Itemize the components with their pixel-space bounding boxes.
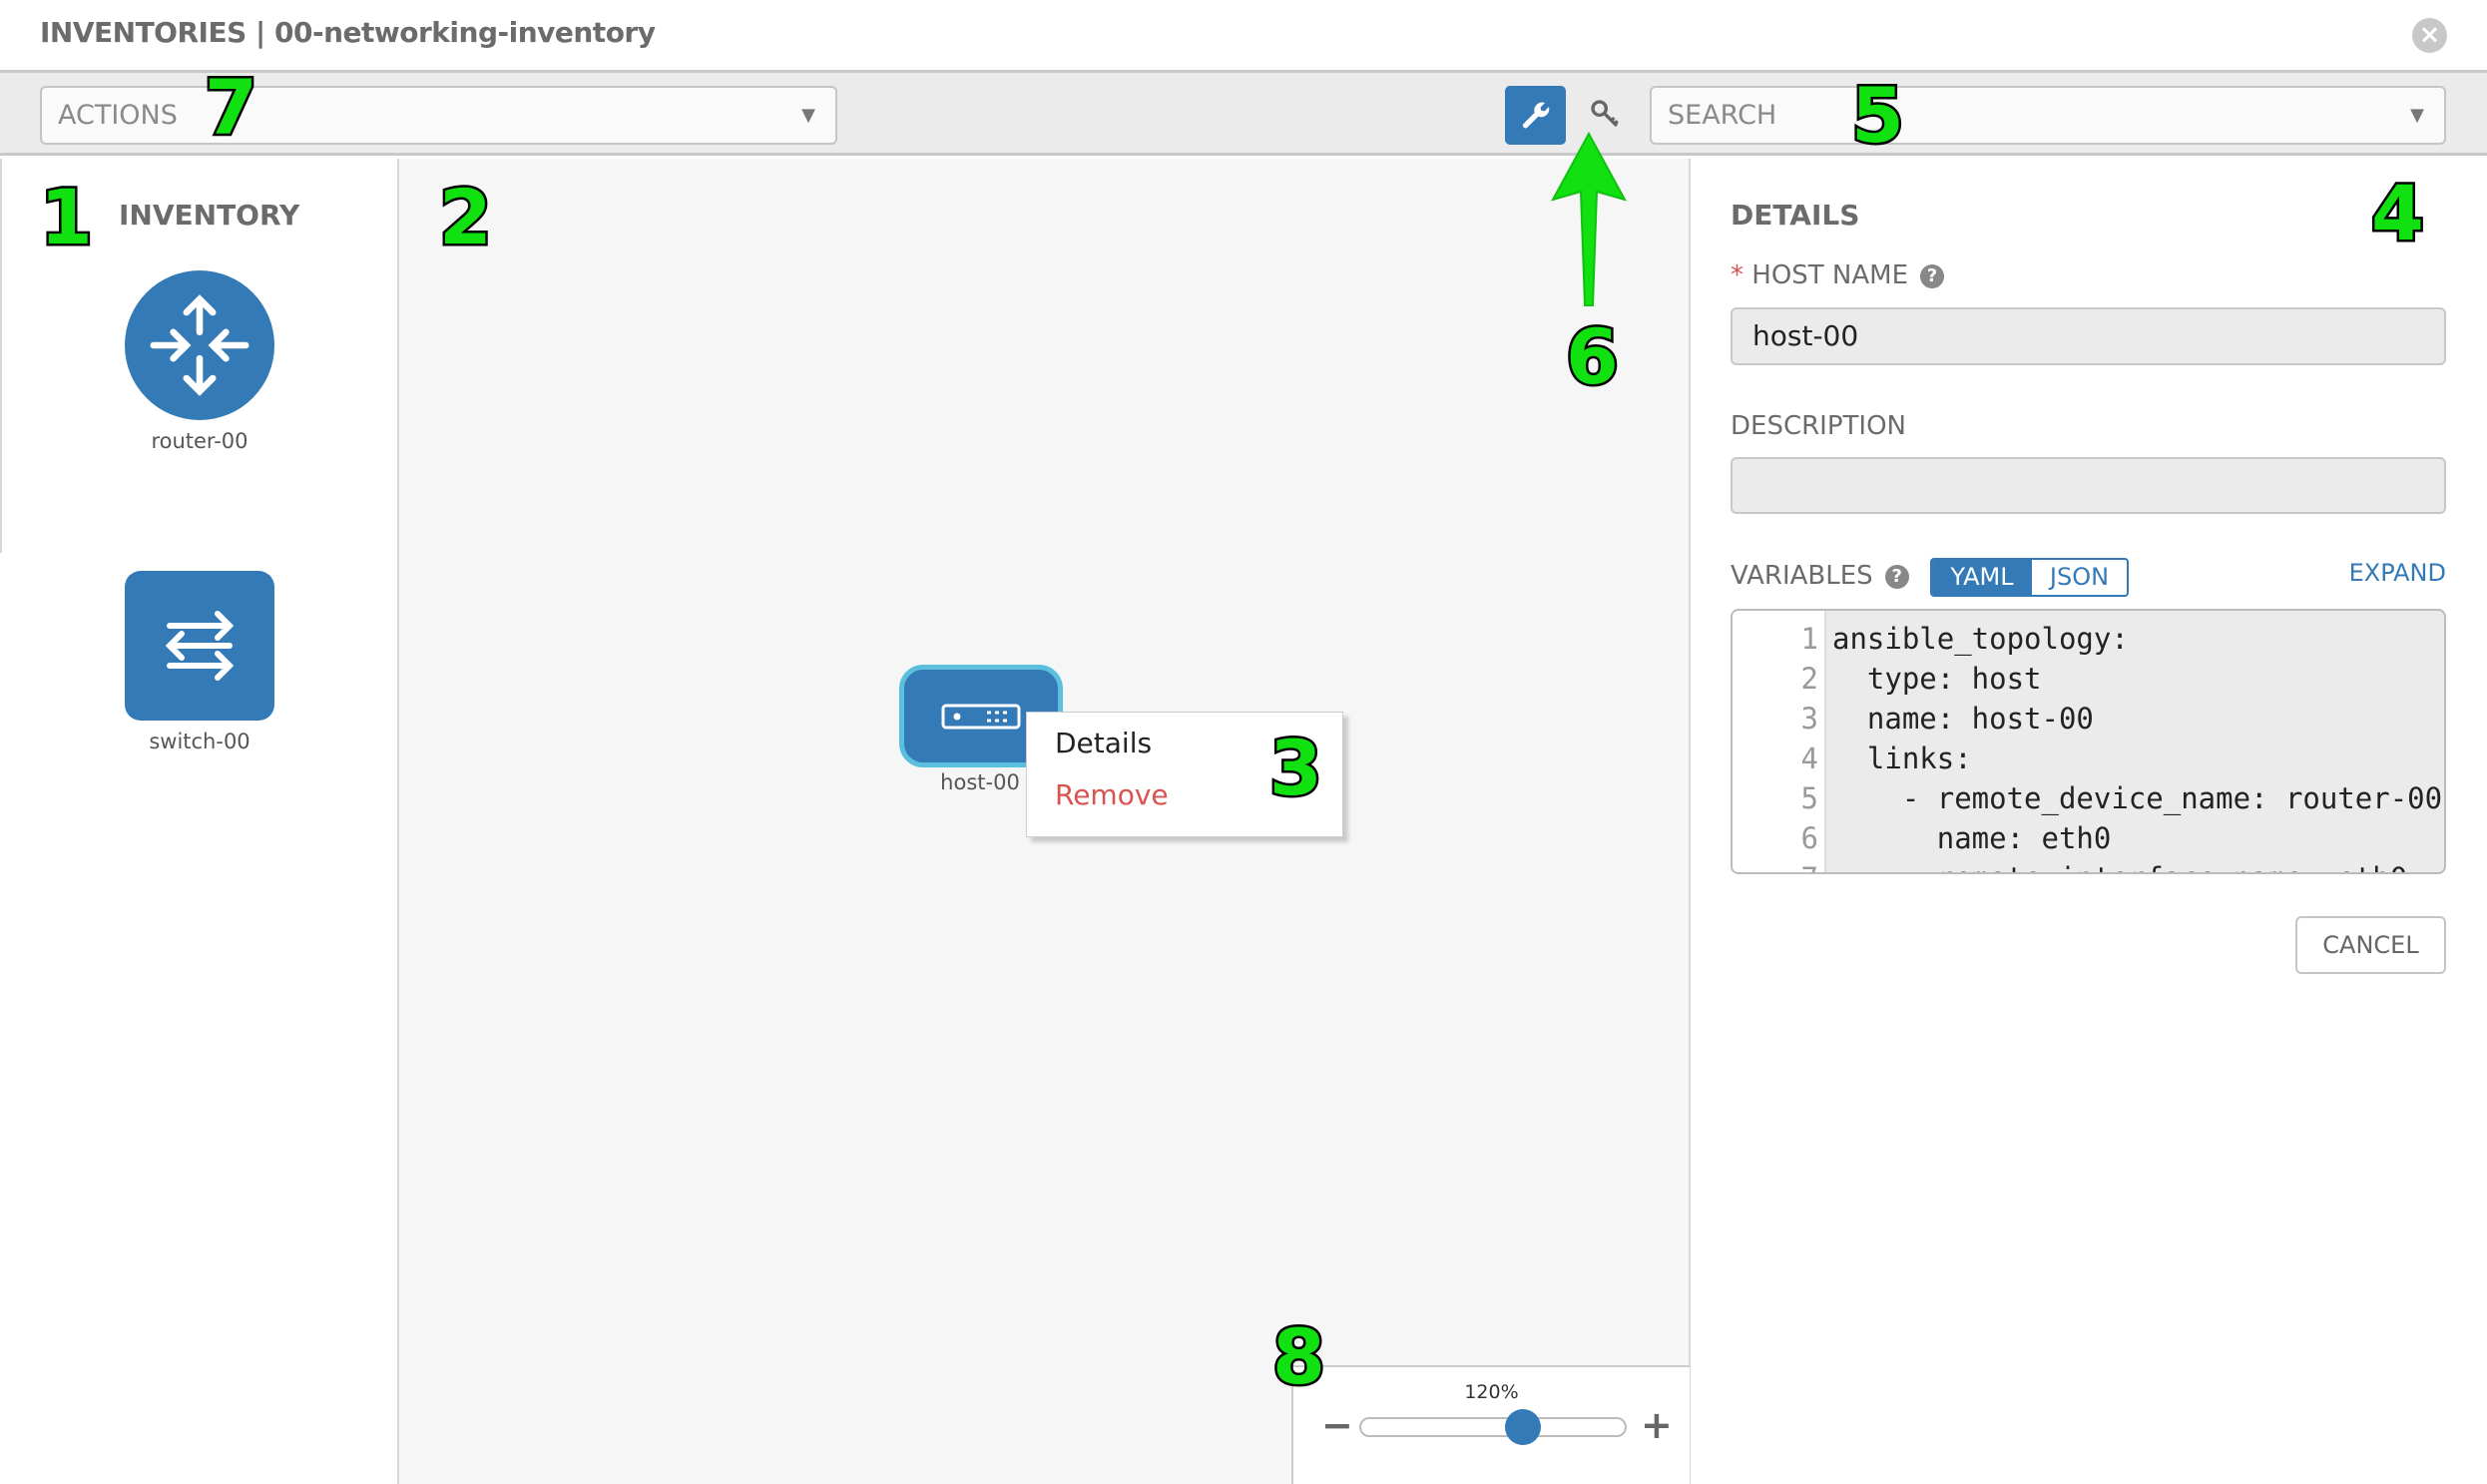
title-bar [0, 0, 2487, 73]
wrench-icon [1522, 102, 1549, 128]
line-number: 3 [1800, 702, 1818, 736]
host-name-label-text: HOST NAME [1751, 260, 1909, 290]
key-icon [1591, 100, 1619, 128]
actions-dropdown[interactable]: ACTIONS ▼ [40, 86, 837, 145]
line-number: 1 [1800, 622, 1818, 656]
annotation-3: 3 [1267, 724, 1325, 812]
annotation-5: 5 [1849, 71, 1907, 160]
inventory-item-switch[interactable] [125, 571, 274, 721]
code-line: 6 name: eth0 [1733, 818, 2444, 858]
zoom-in-button[interactable]: + [1641, 1403, 1673, 1447]
expand-link[interactable]: EXPAND [2348, 559, 2446, 587]
actions-label: ACTIONS [58, 100, 178, 131]
code-line: 4 links: [1733, 739, 2444, 778]
zoom-widget: 120% − + [1291, 1365, 1690, 1484]
close-icon[interactable]: × [2412, 18, 2447, 53]
annotation-8: 8 [1270, 1312, 1328, 1401]
code-text: name: eth0 [1832, 821, 2112, 855]
search-dropdown[interactable]: SEARCH ▼ [1650, 86, 2446, 145]
code-text: name: host-00 [1832, 702, 2094, 736]
line-number: 5 [1800, 781, 1818, 815]
page-title: INVENTORIES | 00-networking-inventory [40, 16, 656, 49]
menu-item-details[interactable]: Details [1055, 727, 1153, 759]
annotation-1: 1 [38, 173, 96, 261]
annotation-7: 7 [203, 63, 260, 152]
line-number: 2 [1800, 662, 1818, 696]
line-gutter [1733, 611, 1826, 872]
zoom-level: 120% [1464, 1381, 1519, 1403]
variables-label-text: VARIABLES [1731, 561, 1873, 591]
host-icon [941, 704, 1021, 729]
cancel-button[interactable]: CANCEL [2295, 916, 2446, 974]
zoom-out-button[interactable]: − [1321, 1403, 1353, 1447]
help-icon[interactable]: ? [1884, 565, 1909, 589]
json-toggle[interactable]: JSON [2049, 563, 2110, 591]
yaml-toggle[interactable]: YAML [1932, 560, 2032, 595]
annotation-6: 6 [1564, 312, 1622, 401]
chevron-down-icon: ▼ [2410, 105, 2424, 126]
host-label: host-00 [940, 770, 1020, 794]
host-name-input[interactable]: host-00 [1731, 307, 2446, 365]
router-label: router-00 [151, 429, 249, 453]
switch-label: switch-00 [149, 730, 250, 753]
code-text: links: [1832, 742, 1972, 775]
annotation-arrow [1550, 131, 1628, 306]
host-name-label: * HOST NAME? [1731, 260, 1945, 290]
chevron-down-icon: ▼ [801, 105, 815, 126]
description-input[interactable] [1731, 457, 2446, 514]
code-line: 2 type: host [1733, 659, 2444, 699]
line-number: 4 [1800, 742, 1818, 775]
zoom-slider[interactable] [1359, 1417, 1627, 1437]
divider [0, 159, 2, 553]
variables-editor[interactable]: 1 ansible_topology: 2 type: host 3 name: ho… [1731, 609, 2446, 874]
inventory-item-router[interactable] [125, 270, 274, 420]
description-label: DESCRIPTION [1731, 411, 1906, 441]
zoom-slider-thumb[interactable] [1505, 1409, 1541, 1445]
key-button[interactable] [1583, 92, 1627, 136]
inventory-title: INVENTORY [119, 199, 300, 232]
router-icon [150, 294, 249, 396]
code-line: 5 - remote_device_name: router-00 [1733, 778, 2444, 818]
annotation-4: 4 [2369, 169, 2427, 257]
code-text: ansible_topology: [1832, 622, 2129, 656]
code-line: 7 remote_interface_name: eth0 [1733, 858, 2444, 872]
wrench-button[interactable] [1505, 86, 1566, 145]
search-label: SEARCH [1668, 100, 1777, 131]
line-number: 7 [1733, 858, 1818, 872]
annotation-2: 2 [437, 173, 495, 261]
code-line: 1 ansible_topology: [1733, 619, 2444, 659]
line-number: 6 [1800, 821, 1818, 855]
required-mark: * [1731, 260, 1743, 290]
help-icon[interactable]: ? [1920, 264, 1945, 288]
switch-icon [165, 611, 235, 681]
details-title: DETAILS [1731, 199, 1860, 232]
code-text: - remote_device_name: router-00 [1832, 781, 2443, 815]
format-toggle: YAML JSON [1930, 558, 2129, 597]
menu-item-remove[interactable]: Remove [1055, 778, 1169, 811]
code-text: remote_interface_name: eth0 [1832, 858, 2407, 872]
code-line: 3 name: host-00 [1733, 699, 2444, 739]
context-menu: Details Remove [1026, 712, 1343, 837]
code-text: type: host [1832, 662, 2042, 696]
variables-label: VARIABLES? [1731, 561, 1909, 591]
